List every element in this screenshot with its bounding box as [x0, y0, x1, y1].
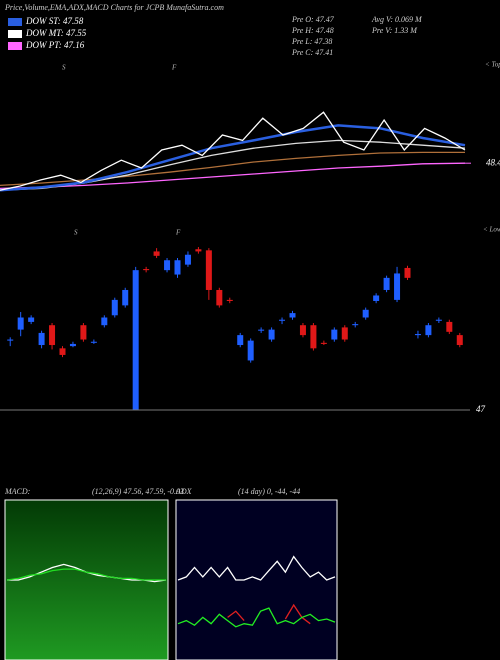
candle-body [90, 341, 97, 343]
candle-body [258, 329, 265, 331]
candle-body [174, 260, 181, 275]
candle-body [237, 335, 244, 346]
candle-body [132, 270, 139, 410]
panel-subtitle: (12,26,9) 47.56, 47.59, -0.03 [92, 487, 184, 496]
candle-body [373, 295, 380, 301]
series-line [177, 555, 336, 581]
y-tick-label: 47 [476, 404, 486, 414]
candle-body [341, 327, 348, 340]
candle-body [404, 267, 411, 278]
candle-body [320, 342, 327, 344]
legend-swatch [8, 18, 22, 26]
candle-body [164, 260, 171, 271]
annotation: < Tops [485, 61, 500, 69]
candle-body [17, 317, 24, 330]
candle-body [456, 335, 463, 346]
candle-body [7, 339, 14, 341]
candle-body [226, 299, 233, 301]
info-text: Pre O: 47.47 [291, 15, 335, 24]
legend-label: DOW MT: 47.55 [25, 28, 87, 38]
legend-label: DOW PT: 47.16 [25, 40, 85, 50]
candle-body [362, 309, 369, 318]
candle-body [184, 254, 191, 265]
annotation: F [171, 64, 177, 72]
series-line [0, 124, 466, 192]
y-tick-label: 48.48 [486, 157, 500, 167]
candle-body [310, 325, 317, 349]
panel-title: MACD: [4, 487, 31, 496]
candle-body [195, 249, 202, 252]
series-line [0, 162, 466, 190]
candle-body [279, 319, 286, 321]
candle-body [216, 289, 223, 306]
info-text: Pre H: 47.48 [291, 26, 334, 35]
adx-panel [175, 499, 338, 660]
candle-body [268, 329, 275, 340]
annotation: S [62, 64, 66, 72]
info-text: Pre L: 47.38 [291, 37, 332, 46]
legend-label: DOW ST: 47.58 [25, 16, 84, 26]
candle-body [59, 348, 66, 355]
info-text: Avg V: 0.069 M [371, 15, 423, 24]
candle-body [80, 325, 87, 340]
annotation: < Lows [483, 226, 500, 234]
candle-body [435, 319, 442, 321]
candle-body [352, 324, 359, 326]
candle-body [28, 317, 35, 322]
candle-body [111, 299, 118, 316]
candle-body [289, 313, 296, 318]
candle-body [331, 329, 338, 340]
series-line [227, 603, 311, 625]
candle-body [143, 269, 150, 271]
annotation: S [74, 229, 78, 237]
info-text: Pre C: 47.41 [291, 48, 333, 57]
page-title: Price,Volume,EMA,ADX,MACD Charts for JCP… [4, 3, 224, 12]
candle-body [153, 251, 160, 256]
candle-body [446, 321, 453, 332]
annotation: F [175, 229, 181, 237]
series-line [0, 111, 466, 191]
candle-body [205, 250, 212, 290]
panel-title: ADX [175, 487, 193, 496]
legend-swatch [8, 42, 22, 50]
candle-body [414, 334, 421, 336]
series-line [177, 607, 336, 628]
series-line [6, 568, 166, 581]
info-text: Pre V: 1.33 M [371, 26, 418, 35]
candle-body [49, 325, 56, 346]
candle-body [69, 343, 76, 347]
candle-body [425, 325, 432, 336]
candle-body [101, 317, 108, 326]
candle-body [394, 273, 401, 300]
candle-body [247, 340, 254, 361]
candle-body [122, 289, 129, 306]
panel-subtitle: (14 day) 0, -44, -44 [238, 487, 300, 496]
legend-swatch [8, 30, 22, 38]
candle-body [38, 332, 45, 346]
candle-body [299, 325, 306, 336]
candle-body [383, 277, 390, 290]
